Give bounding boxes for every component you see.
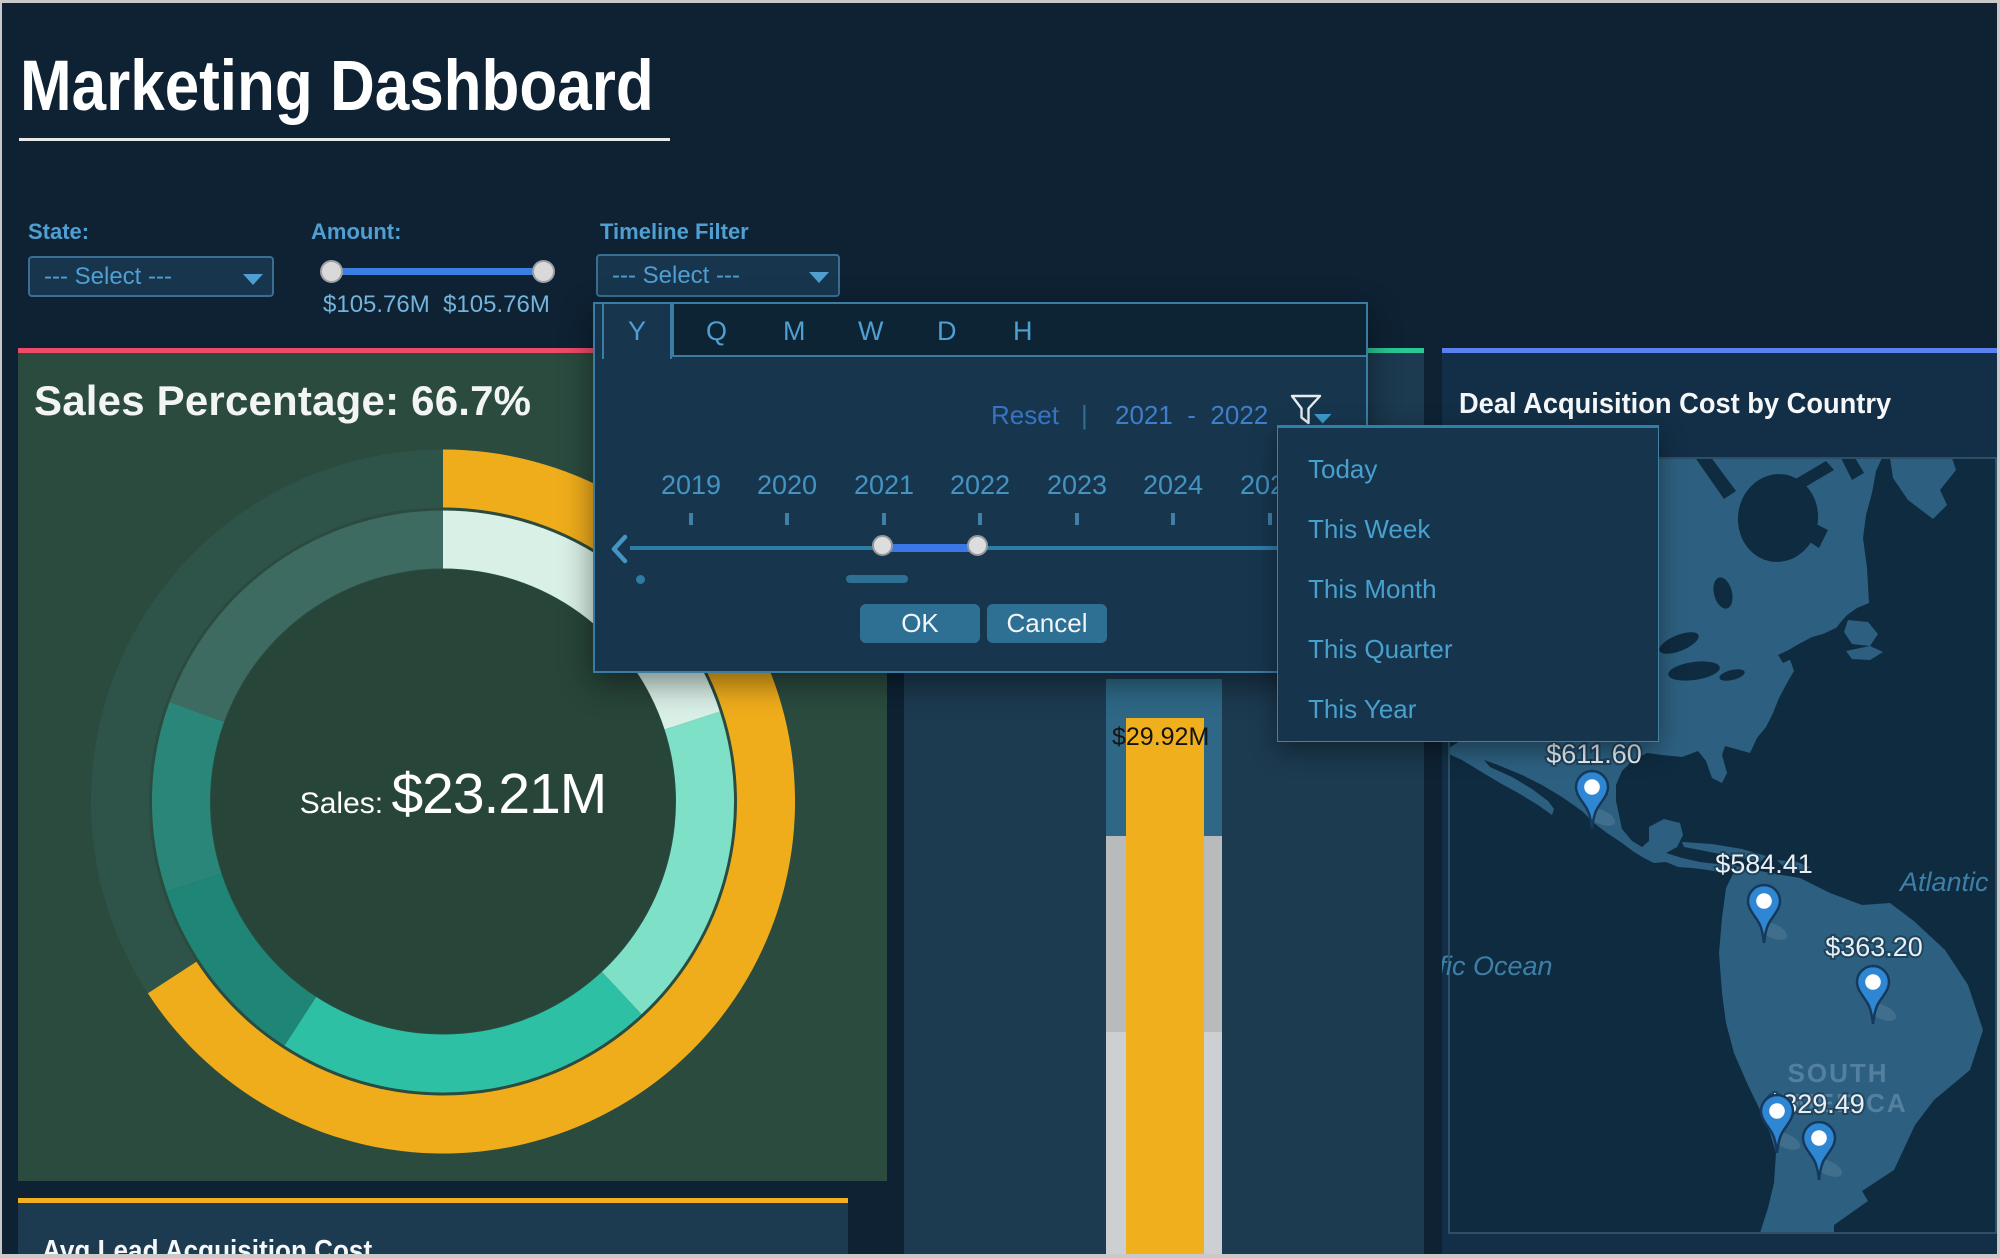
svg-text:Atlantic Oc: Atlantic Oc [1898,867,1998,897]
svg-text:$584.41: $584.41 [1715,849,1813,879]
svg-text:AMERICA: AMERICA [1772,1088,1907,1118]
svg-text:$611.60: $611.60 [1546,739,1642,769]
svg-text:SOUTH: SOUTH [1788,1058,1889,1088]
svg-text:$363.20: $363.20 [1825,932,1923,962]
svg-text:Pacific Ocean: Pacific Ocean [1442,951,1553,981]
